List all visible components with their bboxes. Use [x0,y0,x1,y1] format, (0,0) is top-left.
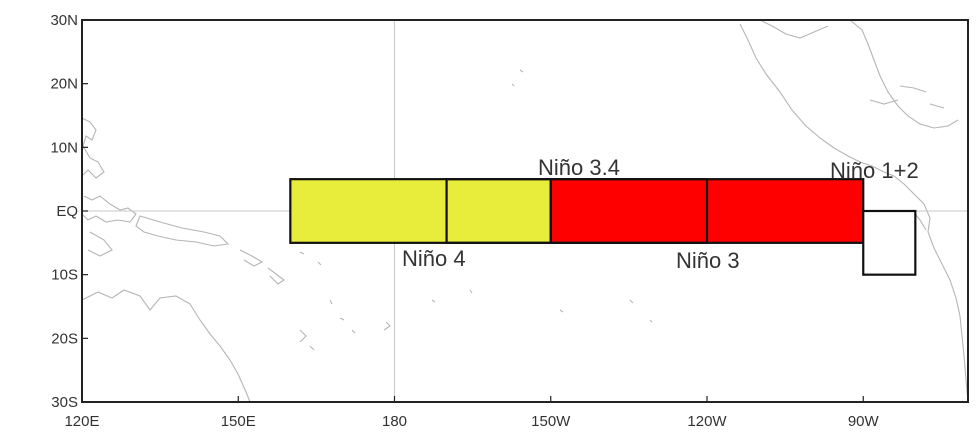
label-nino-1-2: Niño 1+2 [830,158,919,183]
coastline-central-america [739,19,895,177]
coastline-australia [81,289,251,403]
lat-tick-label: 20N [50,76,78,93]
label-nino-3-4: Niño 3.4 [538,155,620,180]
lon-tick-label: 120E [64,413,99,430]
coastline-gulf-caribbean [849,19,959,129]
lon-tick-label: 180 [382,413,407,430]
lat-tick-label: 30N [50,12,78,29]
region-fills [290,179,864,243]
label-nino-4: Niño 4 [402,246,466,271]
coastline-west-pacific [81,117,285,285]
lat-tick-label: 10N [50,139,78,156]
lon-tick-label: 150W [531,413,571,430]
lon-tick-label: 90W [848,413,880,430]
coastlines [81,19,969,403]
nino4-fill [290,179,551,243]
lat-tick-label: 20S [51,330,78,347]
lon-tick-label: 150E [221,413,256,430]
axis-ticks: 120E 150E 180 150W 120W 90W 30N 20N 10N EQ 10S 20S 3… [50,12,879,430]
label-nino-3: Niño 3 [676,248,740,273]
lat-tick-label: 10S [51,267,78,284]
lon-tick-label: 120W [687,413,727,430]
lat-tick-label: 30S [51,394,78,411]
region-boxes [289,178,917,276]
lat-tick-label: EQ [56,203,78,220]
box-nino-1-2 [862,209,917,276]
